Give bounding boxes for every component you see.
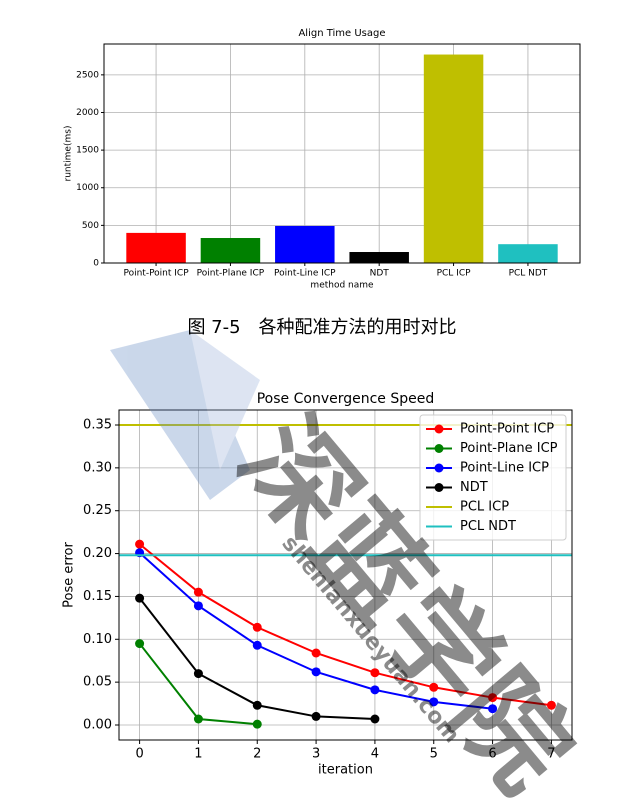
point <box>252 719 262 729</box>
x-tick-label: NDT <box>370 269 390 279</box>
point <box>488 693 498 703</box>
x-tick-label: 4 <box>371 747 379 762</box>
y-tick-label: 0.25 <box>83 503 112 518</box>
y-tick-label: 2500 <box>76 70 99 80</box>
x-tick-label: 5 <box>430 747 438 762</box>
bar <box>200 238 261 263</box>
legend-label: Point-Plane ICP <box>460 441 558 456</box>
x-tick-label: PCL ICP <box>437 269 472 279</box>
point <box>252 640 262 650</box>
legend-label: PCL NDT <box>460 519 516 534</box>
caption: 图 7-5 各种配准方法的用时对比 <box>187 317 456 338</box>
legend-label: Point-Point ICP <box>460 422 554 437</box>
plot-frame <box>118 409 573 741</box>
point <box>370 714 380 724</box>
y-tick-label: 0.30 <box>83 460 112 475</box>
point <box>193 669 203 679</box>
x-tick-label: 7 <box>547 747 555 762</box>
x-tick-label: 6 <box>488 747 496 762</box>
x-tick-label: 0 <box>135 747 143 762</box>
point <box>252 622 262 632</box>
x-axis-label: method name <box>310 281 374 291</box>
y-tick-label: 0.00 <box>83 718 112 733</box>
y-axis-label: Pose error <box>62 541 77 607</box>
point <box>311 648 321 658</box>
point <box>135 593 145 603</box>
bar <box>423 54 484 263</box>
legend <box>419 414 567 541</box>
chart-title: Pose Convergence Speed <box>257 391 435 407</box>
bar <box>126 232 186 263</box>
y-tick-label: 0.15 <box>83 589 112 604</box>
y-tick-label: 0.35 <box>83 418 112 433</box>
point <box>488 704 498 714</box>
legend-label: Point-Line ICP <box>460 461 549 476</box>
y-tick-label: 1000 <box>76 183 99 193</box>
y-axis-label: runtime(ms) <box>64 126 74 182</box>
series-line <box>138 543 552 707</box>
point <box>546 700 556 710</box>
x-tick-label: PCL NDT <box>509 269 548 279</box>
x-tick-label: Point-Point ICP <box>123 269 189 279</box>
point <box>193 601 203 611</box>
legend-swatch <box>434 444 444 453</box>
bar <box>275 225 335 263</box>
point <box>135 639 145 649</box>
watermark-logo <box>190 330 260 470</box>
point <box>252 700 262 710</box>
x-tick-label: 2 <box>253 747 261 762</box>
legend-swatch <box>434 463 444 473</box>
point <box>311 711 321 721</box>
point <box>193 587 203 597</box>
plot-frame <box>103 43 581 264</box>
x-tick-label: 1 <box>194 747 202 762</box>
y-tick-label: 500 <box>82 221 99 231</box>
point <box>429 697 439 707</box>
bar <box>349 252 409 263</box>
point <box>370 668 380 678</box>
y-tick-label: 0.05 <box>83 675 112 690</box>
legend-label: NDT <box>460 480 488 495</box>
bar <box>498 244 558 263</box>
x-tick-label: 3 <box>312 747 320 762</box>
y-tick-label: 0.20 <box>83 546 112 561</box>
point <box>135 539 145 549</box>
legend-swatch <box>434 424 444 434</box>
legend-label: PCL ICP <box>460 500 509 515</box>
y-tick-label: 2000 <box>76 108 99 118</box>
x-axis-label: iteration <box>318 763 373 778</box>
y-tick-label: 0 <box>93 259 99 269</box>
chart-title: Align Time Usage <box>298 28 385 39</box>
legend-swatch <box>434 483 444 492</box>
point <box>193 714 203 724</box>
x-tick-label: Point-Line ICP <box>274 269 336 279</box>
x-tick-label: Point-Plane ICP <box>197 269 265 279</box>
watermark <box>110 330 260 500</box>
point <box>311 667 321 677</box>
y-tick-label: 1500 <box>76 146 99 156</box>
point <box>429 682 439 692</box>
point <box>370 685 380 695</box>
y-tick-label: 0.10 <box>83 632 112 647</box>
watermark-logo <box>110 330 250 500</box>
